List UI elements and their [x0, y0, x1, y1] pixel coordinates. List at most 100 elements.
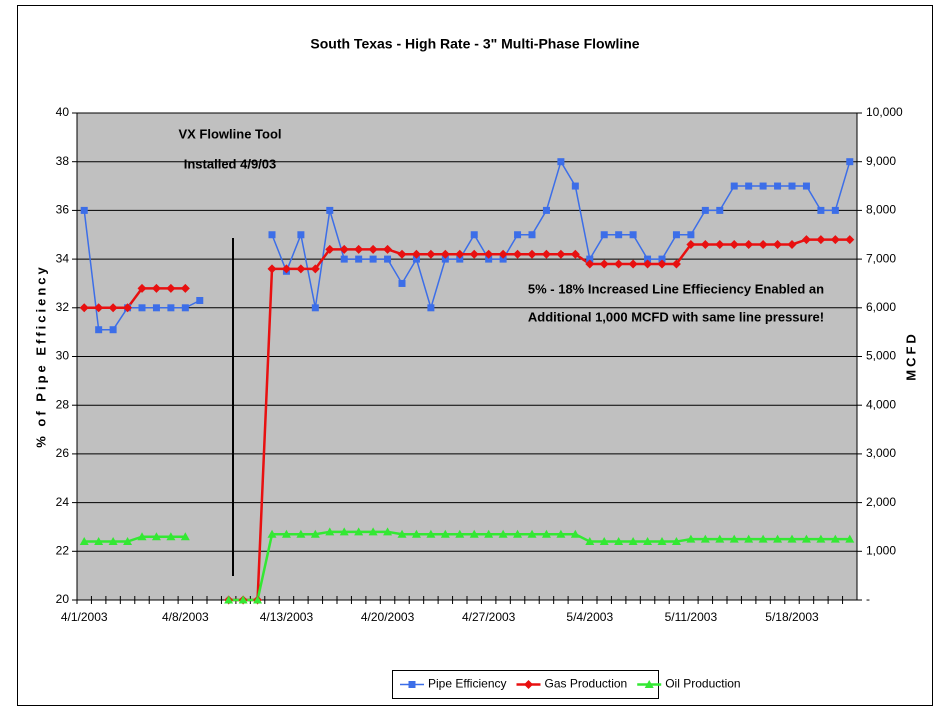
data-point [268, 231, 276, 239]
data-point [411, 529, 421, 538]
data-point [716, 206, 724, 214]
data-point [455, 249, 465, 259]
data-point [339, 527, 349, 536]
data-point [585, 259, 595, 269]
legend-label: Oil Production [665, 677, 740, 691]
data-point [628, 537, 638, 546]
data-point [527, 249, 537, 259]
data-point [325, 527, 335, 536]
data-point [830, 235, 840, 245]
data-point [599, 259, 609, 269]
data-point [151, 283, 161, 293]
data-point [615, 231, 623, 239]
data-point [556, 249, 566, 259]
y-tick-label: 28 [56, 397, 70, 411]
legend-label: Gas Production [545, 677, 628, 691]
data-point [628, 259, 638, 269]
data-point [354, 527, 364, 536]
data-point [440, 249, 450, 259]
data-point [744, 239, 754, 249]
data-point [802, 182, 810, 190]
data-point [658, 255, 666, 263]
data-point [108, 303, 118, 313]
x-tick-label: 5/4/2003 [566, 610, 613, 624]
data-point [686, 534, 696, 543]
data-point [830, 534, 840, 543]
data-point [801, 235, 811, 245]
data-point [166, 283, 176, 293]
data-point [715, 534, 725, 543]
data-point [816, 534, 826, 543]
y-tick-label: 32 [56, 300, 70, 314]
data-point [499, 255, 507, 263]
data-point [513, 529, 523, 538]
legend-label: Pipe Efficiency [428, 677, 507, 691]
data-point [671, 537, 681, 546]
data-point [657, 537, 667, 546]
x-tick-label: 4/1/2003 [61, 610, 108, 624]
y2-tick-label: 7,000 [866, 251, 896, 265]
data-point [267, 529, 277, 538]
data-point [397, 529, 407, 538]
data-point [600, 231, 608, 239]
y-tick-label: 30 [56, 349, 70, 363]
data-point [513, 249, 523, 259]
data-point [816, 235, 826, 245]
y2-tick-label: 5,000 [866, 349, 896, 363]
data-point [541, 249, 551, 259]
y-axis-title: % of Pipe Efficiency [33, 264, 48, 448]
data-point [311, 304, 319, 312]
data-point [787, 239, 797, 249]
y2-tick-label: 8,000 [866, 203, 896, 217]
data-point [123, 303, 133, 313]
data-point [310, 529, 320, 538]
data-point [527, 529, 537, 538]
legend-marker [524, 680, 533, 689]
annotation: 5% - 18% Increased Line Effieciency Enab… [528, 281, 824, 296]
data-point [224, 595, 234, 604]
y-tick-label: 34 [56, 251, 70, 265]
y-tick-label: 26 [56, 446, 70, 460]
data-point [846, 158, 854, 166]
x-tick-label: 4/13/2003 [260, 610, 314, 624]
x-tick-label: 5/11/2003 [665, 610, 718, 624]
data-point [94, 303, 104, 313]
data-point [426, 249, 436, 259]
data-point [196, 296, 204, 304]
data-point [137, 532, 147, 541]
data-point [355, 255, 363, 263]
data-point [253, 595, 263, 604]
data-point [281, 529, 291, 538]
data-point [383, 244, 393, 254]
y-tick-label: 40 [56, 105, 70, 119]
data-point [384, 255, 392, 263]
data-point [368, 244, 378, 254]
x-tick-label: 4/8/2003 [162, 610, 209, 624]
data-point [644, 255, 652, 263]
data-point [845, 534, 855, 543]
annotation: Additional 1,000 MCFD with same line pre… [528, 309, 824, 324]
data-point [340, 255, 348, 263]
data-point [528, 231, 536, 239]
data-point [138, 304, 146, 312]
data-point [369, 255, 377, 263]
data-point [715, 239, 725, 249]
data-point [267, 264, 277, 274]
data-point [817, 206, 825, 214]
data-point [180, 532, 190, 541]
annotation: VX Flowline Tool [178, 126, 281, 141]
data-point [238, 595, 248, 604]
data-point [498, 249, 508, 259]
data-point [354, 244, 364, 254]
y2-tick-label: 1,000 [866, 543, 896, 557]
data-point [729, 534, 739, 543]
data-point [672, 231, 680, 239]
data-point [95, 326, 103, 334]
data-point [700, 239, 710, 249]
data-point [137, 283, 147, 293]
y2-tick-label: - [866, 592, 870, 606]
data-point [411, 249, 421, 259]
y-tick-label: 20 [56, 592, 70, 606]
data-point [801, 534, 811, 543]
